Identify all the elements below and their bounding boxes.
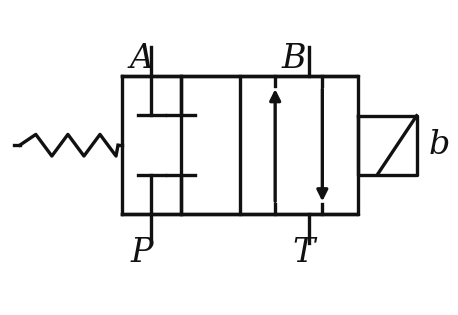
Text: B: B [282,43,306,75]
Text: P: P [131,237,153,269]
Text: T: T [293,237,315,269]
Text: b: b [429,129,450,161]
Text: A: A [130,43,153,75]
